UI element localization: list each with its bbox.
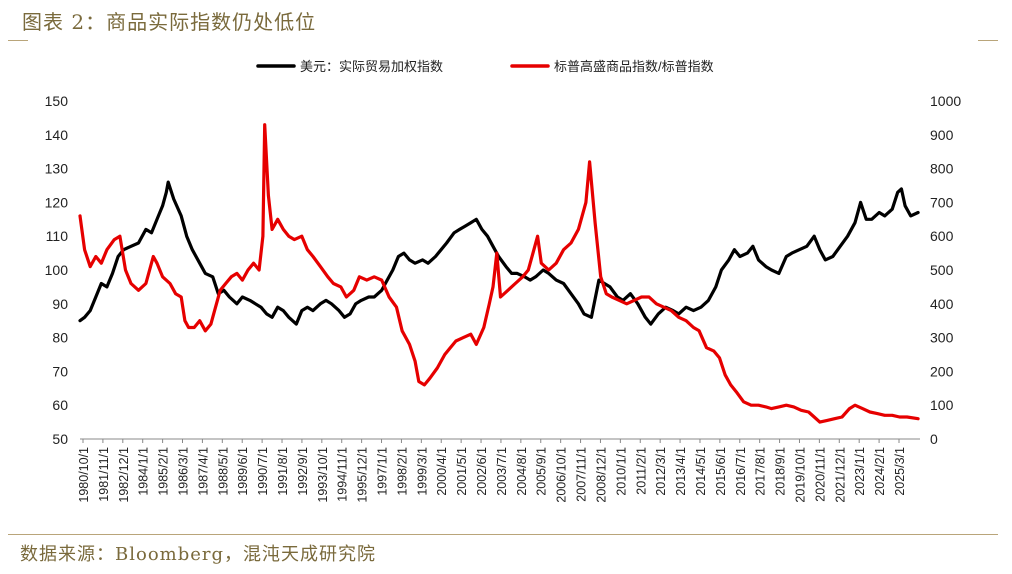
x-tick-label: 2015/6/1 — [714, 447, 728, 496]
legend-label: 美元：实际贸易加权指数 — [300, 59, 443, 74]
x-tick-label: 1995/12/1 — [356, 447, 370, 503]
x-tick-label: 1994/11/1 — [336, 447, 350, 502]
x-tick-label: 1998/2/1 — [395, 447, 409, 496]
source-note: 数据来源：Bloomberg，混沌天成研究院 — [20, 544, 377, 565]
x-tick-label: 2024/2/1 — [873, 447, 887, 496]
x-tick-label: 1987/4/1 — [196, 447, 210, 496]
series-line-gsci-spx-ratio — [78, 123, 920, 424]
x-tick-label: 1997/1/1 — [376, 447, 390, 496]
bottom-rule — [8, 534, 998, 535]
y-left-tick-label: 150 — [45, 93, 69, 109]
y-right-tick-label: 100 — [930, 397, 954, 413]
x-tick-label: 1984/1/1 — [137, 447, 151, 496]
x-tick-label: 2006/10/1 — [555, 447, 569, 503]
x-tick-label: 1991/8/1 — [276, 447, 290, 496]
top-rule-right — [978, 40, 998, 41]
x-tick-label: 1993/10/1 — [316, 447, 330, 503]
x-tick-label: 1986/3/1 — [177, 447, 191, 496]
y-left-tick-label: 100 — [45, 262, 69, 278]
x-tick-label: 1990/7/1 — [256, 447, 270, 496]
x-tick-label: 2019/10/1 — [793, 447, 807, 503]
top-rule-left — [8, 40, 28, 41]
y-left-tick-label: 60 — [52, 397, 68, 413]
x-tick-label: 2000/4/1 — [435, 447, 449, 496]
legend: 美元：实际贸易加权指数 标普高盛商品指数/标普指数 — [256, 59, 714, 74]
y-left-tick-label: 70 — [52, 363, 68, 379]
x-tick-label: 2011/2/1 — [634, 447, 648, 495]
series-group — [78, 123, 920, 424]
x-tick-label: 1981/11/1 — [97, 447, 111, 502]
y-right-tick-label: 300 — [930, 330, 954, 346]
x-tick-label: 1989/6/1 — [236, 447, 250, 496]
x-tick-label: 2013/4/1 — [674, 447, 688, 496]
x-tick-label: 2014/5/1 — [694, 447, 708, 496]
x-tick-label: 2007/11/1 — [575, 447, 589, 502]
x-tick-label: 2002/6/1 — [475, 447, 489, 496]
axes: 50 60 70 80 90 100 110 120 130 140 150 0 100 200 300 40… — [45, 93, 962, 503]
x-tick-label: 2016/7/1 — [734, 447, 748, 496]
y-left-tick-label: 50 — [52, 431, 68, 447]
y-right-tick-label: 800 — [930, 161, 954, 177]
x-tick-label: 2010/1/1 — [614, 447, 628, 496]
figure-title: 图表 2：商品实际指数仍处低位 — [22, 10, 317, 34]
y-right-tick-label: 0 — [930, 431, 938, 447]
x-tick-label: 2018/9/1 — [774, 447, 788, 496]
x-tick-label: 1992/9/1 — [296, 447, 310, 496]
x-tick-label: 2021/12/1 — [833, 447, 847, 503]
x-tick-label: 2012/3/1 — [654, 447, 668, 496]
x-tick-label: 1985/2/1 — [157, 447, 171, 496]
x-tick-label: 2003/7/1 — [495, 447, 509, 496]
legend-label: 标普高盛商品指数/标普指数 — [554, 59, 714, 74]
x-tick-label: 1988/5/1 — [216, 447, 230, 496]
x-tick-label: 1982/12/1 — [117, 447, 131, 503]
y-right-tick-label: 500 — [930, 262, 954, 278]
y-right-tick-label: 900 — [930, 127, 954, 143]
y-right-tick-label: 400 — [930, 296, 954, 312]
y-left-tick-label: 130 — [45, 161, 69, 177]
x-tick-label: 2020/11/1 — [813, 447, 827, 502]
x-tick-label: 2017/8/1 — [754, 447, 768, 496]
x-tick-label: 2023/1/1 — [853, 447, 867, 496]
x-tick-label: 2001/5/1 — [455, 447, 469, 496]
x-tick-label: 2005/9/1 — [535, 447, 549, 496]
y-right-tick-label: 700 — [930, 194, 954, 210]
series-line-usd-real-twi — [78, 180, 920, 326]
x-tick-label: 2025/3/1 — [893, 447, 907, 496]
y-left-tick-label: 140 — [45, 127, 69, 143]
x-tick-label: 2004/8/1 — [515, 447, 529, 496]
y-right-tick-label: 200 — [930, 363, 954, 379]
chart: 美元：实际贸易加权指数 标普高盛商品指数/标普指数 50 60 70 80 90 100 11… — [45, 59, 962, 503]
x-tick-label: 1980/10/1 — [77, 447, 91, 503]
y-left-tick-label: 90 — [52, 296, 68, 312]
x-tick-label: 2008/12/1 — [594, 447, 608, 503]
x-tick-label: 1999/3/1 — [415, 447, 429, 496]
y-left-tick-label: 80 — [52, 330, 68, 346]
y-left-tick-label: 110 — [46, 228, 69, 244]
y-right-tick-label: 600 — [930, 228, 954, 244]
y-right-tick-label: 1000 — [930, 93, 961, 109]
y-left-tick-label: 120 — [45, 194, 69, 210]
